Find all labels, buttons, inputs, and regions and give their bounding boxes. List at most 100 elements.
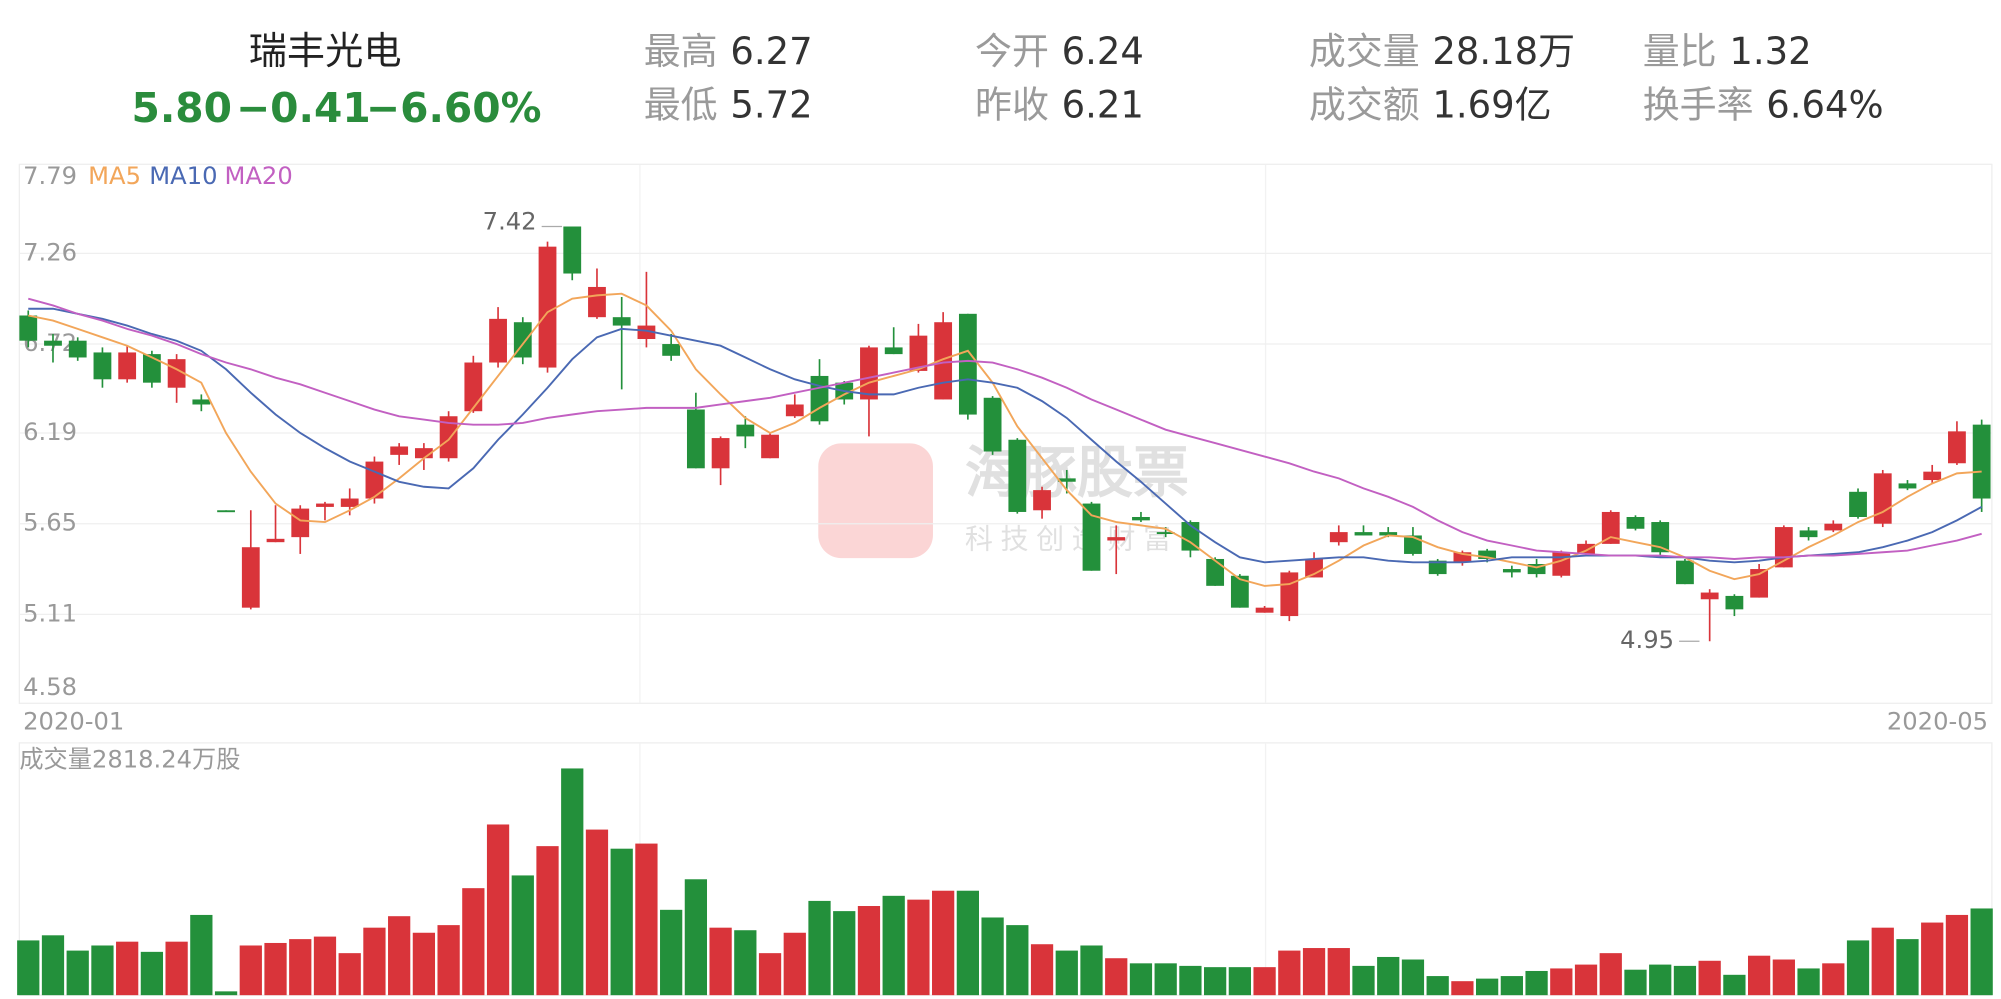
volume-bar [585,829,609,996]
stat-label: 今开 [975,30,1049,73]
volume-bar [1500,976,1523,996]
volume-bar [1352,965,1375,996]
stat-value: 28.18万 [1432,30,1575,73]
candle-body [563,226,582,274]
volume-bar [783,932,806,996]
volume-bar [1401,959,1425,996]
candle-body [934,322,953,400]
volume-bar [1945,914,1969,996]
legend-ma5: MA5 [88,162,141,190]
legend-ma10: MA10 [149,162,217,190]
volume-bar [1055,950,1078,996]
volume-bar [17,940,40,996]
candle-body [1923,471,1942,481]
volume-bar [1649,964,1672,996]
stat-value: 6.21 [1062,84,1144,127]
candle-body [1849,491,1867,517]
volume-bar [412,932,436,996]
volume-bar [214,991,238,996]
volume-bar [1723,974,1746,996]
volume-bar [956,890,979,996]
volume-bar [1129,963,1153,996]
y-tick-label: 7.79 [23,162,77,190]
volume-bar [1574,964,1598,996]
candle-body [44,340,62,346]
volume-bar [660,909,683,996]
volume-bar [1970,908,1993,996]
candle-body [1601,511,1620,544]
candle-body [1651,522,1670,553]
volume-bar [1698,960,1721,996]
volume-bar [1426,976,1449,996]
candle-body [637,325,656,340]
volume-bar [1253,967,1276,996]
volume-bar [561,768,584,996]
candle-body [1676,560,1694,585]
stat-value: 1.32 [1729,30,1811,73]
candle-body [884,347,903,355]
volume-bar [1327,948,1350,996]
candle-body [1230,575,1249,608]
volume-bar [66,950,89,996]
candle-body [1156,532,1175,535]
volume-bar [486,824,510,996]
volume-bar [41,935,65,996]
candle-body [19,315,38,341]
candle-body [241,547,260,608]
stock-name: 瑞丰光电 [249,30,402,74]
candle-body [1626,516,1645,529]
stat-label: 昨收 [975,84,1049,127]
volume-bar [1377,956,1400,996]
volume-bar [1797,968,1820,996]
volume-bar [91,945,114,996]
candle-body [316,503,334,507]
change: −0.41 [236,84,371,132]
volume-bar [1896,939,1919,996]
background [6,0,1995,999]
candle-body [686,409,705,469]
candle-body [365,461,384,499]
legend-ma20: MA20 [224,162,292,190]
watermark-slogan: 科技创造财富 [965,522,1179,555]
volume-bar [1599,953,1622,996]
x-tick-label: 2020-01 [23,707,124,735]
candle-body [340,498,359,507]
volume-bar [709,927,732,996]
candle-body [1404,535,1422,554]
volume-bar [833,911,856,996]
volume-bar [363,927,386,996]
stat-label: 成交额 [1309,84,1420,127]
volume-bar [313,936,337,996]
volume-bar [1846,940,1870,996]
candle-body [1478,550,1497,559]
volume-bar [190,914,213,996]
volume-bar [758,953,782,996]
candle-body [1008,439,1027,512]
volume-bar [1302,948,1326,996]
ma-line [28,297,1982,560]
candle-body [93,352,112,380]
stat-label: 换手率 [1643,84,1754,127]
price: 5.80 [131,84,232,132]
candle-body [217,510,235,513]
volume-bar [462,888,485,996]
volume-bar [264,942,287,996]
volume-bar [1747,955,1771,996]
volume-bar [289,939,312,996]
candle-body [1082,503,1101,571]
volume-bar [437,925,460,996]
volume-bar [882,895,905,996]
volume-bar [239,945,262,996]
volume-bar [907,899,930,996]
candle-body [1033,490,1051,511]
volume-bar [1228,967,1251,996]
candle-body [1354,532,1373,536]
ma-line [28,292,1982,587]
volume-bar [1154,963,1177,996]
candle-body [414,448,433,459]
candle-body [1873,473,1892,524]
candle-body [810,375,829,422]
volume-bar [1105,958,1128,996]
volume-bar [165,941,188,996]
